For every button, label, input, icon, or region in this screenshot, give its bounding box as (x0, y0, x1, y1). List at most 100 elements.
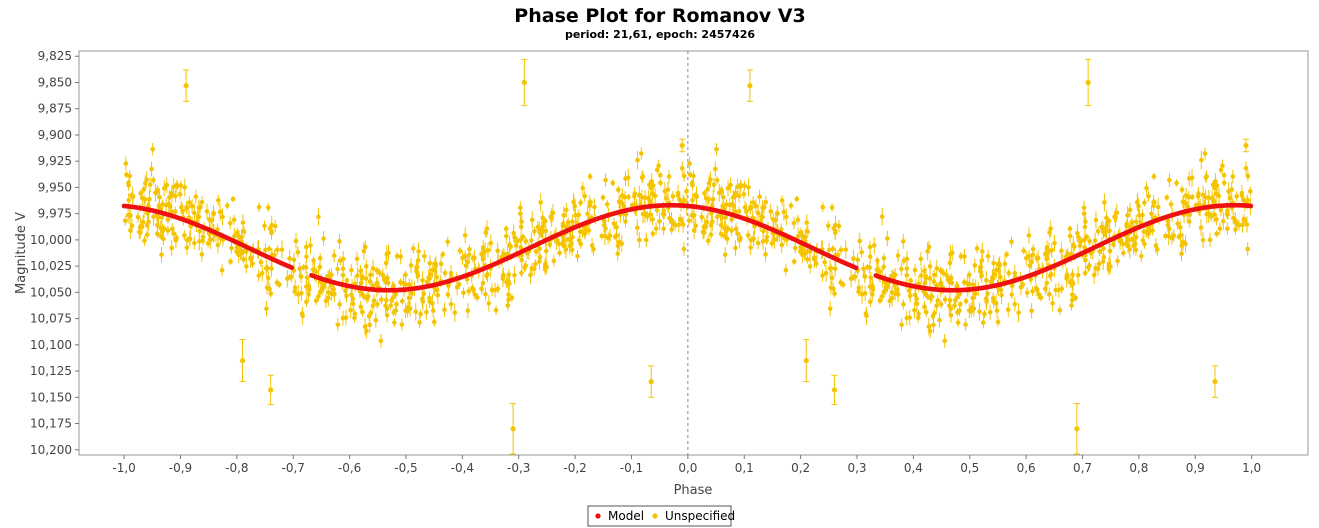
data-point (135, 214, 141, 220)
legend-box (587, 505, 732, 527)
data-point (1124, 223, 1129, 229)
data-point (812, 255, 817, 260)
data-point (368, 272, 373, 278)
data-point (713, 166, 718, 172)
data-point (297, 266, 302, 272)
data-point (310, 267, 316, 273)
data-point (147, 196, 152, 202)
data-point (1072, 244, 1077, 249)
data-point (783, 267, 789, 273)
y-tick-label: 10,100 (30, 338, 72, 352)
data-point (1114, 210, 1120, 216)
data-point (761, 205, 767, 210)
data-point (472, 255, 477, 261)
data-point (457, 248, 463, 254)
data-point (733, 226, 739, 232)
data-point (373, 317, 379, 323)
data-point (647, 198, 652, 203)
data-point (770, 217, 776, 222)
data-point (691, 228, 697, 233)
data-point (1187, 212, 1193, 218)
data-point (511, 230, 516, 236)
data-point (321, 236, 326, 241)
data-point (995, 319, 1001, 325)
outlier-point (648, 378, 654, 385)
data-point (392, 320, 397, 325)
data-point (654, 207, 660, 213)
data-point (647, 182, 652, 188)
data-point (955, 310, 960, 315)
data-point (838, 247, 844, 253)
data-point (994, 267, 999, 273)
data-point (725, 226, 731, 231)
data-point (565, 237, 571, 242)
data-point (640, 174, 646, 179)
data-point (448, 301, 454, 307)
data-point (851, 256, 856, 261)
data-point (680, 199, 686, 205)
data-point (638, 151, 644, 156)
data-point (1087, 263, 1092, 268)
data-point (836, 223, 842, 229)
data-point (931, 272, 937, 278)
data-point (1127, 207, 1133, 213)
legend-unspecified-marker (652, 513, 658, 519)
data-point (889, 273, 895, 279)
data-point (325, 273, 331, 279)
outlier-point (1212, 378, 1218, 385)
data-point (927, 328, 933, 334)
data-point (264, 285, 270, 290)
data-point (317, 255, 323, 261)
data-point (529, 217, 535, 223)
data-point (895, 287, 900, 292)
data-point (299, 290, 304, 296)
data-point (848, 276, 854, 281)
data-point (918, 273, 924, 278)
data-point (187, 200, 192, 205)
data-point (783, 214, 789, 220)
data-point (1095, 228, 1101, 234)
y-tick-label: 10,025 (30, 259, 72, 273)
data-point (990, 295, 996, 301)
x-tick-label: -0,6 (338, 461, 361, 475)
data-point (938, 268, 943, 273)
data-point (927, 264, 933, 269)
data-point (918, 256, 924, 262)
data-point (1210, 182, 1216, 188)
outlier-point (679, 142, 685, 149)
data-point (489, 287, 495, 293)
data-point (1245, 246, 1250, 252)
data-point (900, 238, 906, 244)
data-point (578, 200, 583, 205)
outlier-point (1243, 142, 1249, 149)
data-point (724, 202, 729, 207)
data-point (622, 194, 628, 200)
data-point (587, 174, 593, 179)
data-point (575, 253, 580, 259)
data-point (430, 308, 436, 313)
data-point (779, 242, 785, 248)
data-point (506, 272, 512, 277)
data-point (792, 245, 798, 251)
data-point (199, 252, 205, 257)
data-point (907, 315, 913, 320)
data-point (769, 241, 775, 246)
data-point (760, 214, 765, 220)
data-point (184, 245, 190, 250)
data-point (948, 251, 953, 257)
data-point (1220, 163, 1225, 169)
data-point (399, 322, 405, 327)
data-point (952, 303, 957, 308)
data-point (741, 192, 747, 197)
data-point (434, 274, 439, 280)
data-point (862, 290, 868, 296)
data-point (636, 237, 642, 243)
data-point (857, 238, 863, 244)
data-point (1101, 254, 1107, 260)
data-point (192, 240, 197, 246)
data-point (830, 246, 836, 252)
data-point (1189, 194, 1195, 200)
data-point (384, 306, 390, 311)
data-point (862, 274, 868, 280)
data-point (616, 239, 622, 245)
